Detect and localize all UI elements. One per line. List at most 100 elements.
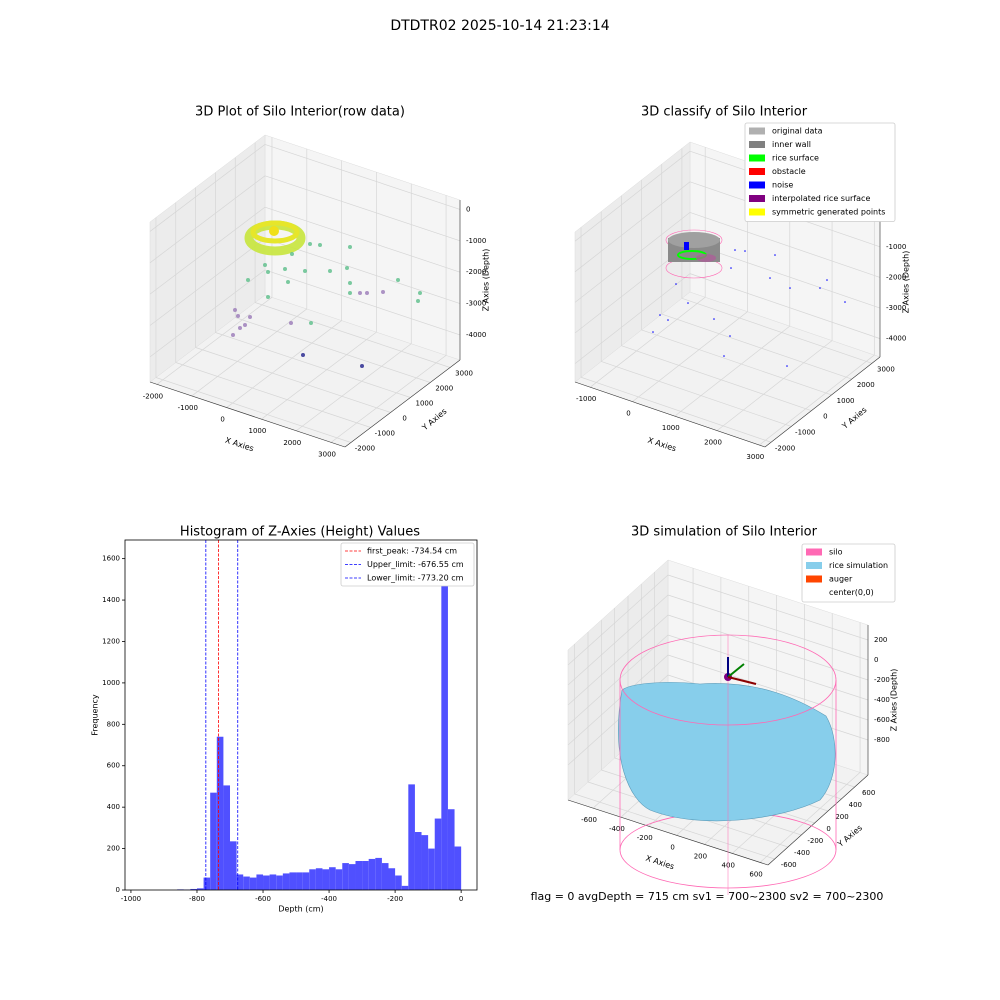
decoration bbox=[309, 321, 313, 325]
decoration bbox=[774, 254, 776, 256]
grid-line bbox=[667, 654, 869, 721]
decoration bbox=[236, 314, 240, 318]
grid-line bbox=[574, 212, 691, 303]
decoration bbox=[250, 220, 300, 244]
x-tick-label: 2000 bbox=[283, 439, 301, 447]
z-tick-label: -200 bbox=[874, 676, 890, 684]
decoration bbox=[308, 242, 312, 246]
x-tick-label: -200 bbox=[387, 895, 403, 903]
grid-line bbox=[621, 345, 812, 412]
grid-line bbox=[667, 574, 869, 641]
y-tick-label: 0 bbox=[823, 413, 827, 421]
legend-label: original data bbox=[772, 127, 823, 136]
legend-label: first_peak: -734.54 cm bbox=[367, 547, 457, 556]
chart-title: 3D simulation of Silo Interior bbox=[631, 525, 818, 540]
bar bbox=[236, 874, 244, 890]
x-tick-label: 3000 bbox=[746, 453, 764, 461]
legend-swatch bbox=[749, 208, 765, 216]
x-tick-label: 1000 bbox=[249, 427, 267, 435]
bar bbox=[348, 864, 356, 890]
grid-line bbox=[641, 329, 832, 396]
grid-line bbox=[601, 361, 792, 427]
y-tick-label: 0 bbox=[402, 415, 406, 423]
y-tick-label: 400 bbox=[849, 801, 862, 809]
legend-swatch bbox=[806, 562, 822, 569]
legend-label: obstacle bbox=[772, 167, 806, 176]
legend-label: center(0,0) bbox=[829, 588, 874, 597]
decoration bbox=[734, 249, 736, 251]
y-tick-label: 1000 bbox=[837, 397, 855, 405]
bar bbox=[428, 848, 435, 890]
legend-box bbox=[801, 543, 896, 603]
x-tick-label: 200 bbox=[694, 852, 707, 860]
x-tick-label: -1000 bbox=[121, 895, 141, 903]
grid-line bbox=[149, 238, 266, 326]
axis-line bbox=[149, 381, 346, 448]
decoration bbox=[246, 278, 250, 282]
decoration bbox=[266, 295, 270, 299]
decoration bbox=[231, 290, 385, 337]
point-cloud bbox=[652, 229, 846, 367]
decoration bbox=[652, 331, 654, 333]
decoration bbox=[318, 243, 322, 247]
figure-title: DTDTR02 2025-10-14 21:23:14 bbox=[390, 18, 609, 34]
decoration bbox=[727, 663, 745, 678]
grid-line bbox=[674, 325, 790, 417]
point-cloud bbox=[231, 220, 422, 368]
decoration bbox=[266, 270, 270, 274]
decoration bbox=[290, 252, 294, 256]
grid-line bbox=[574, 793, 775, 860]
legend-swatch bbox=[806, 575, 822, 583]
legend-label: auger bbox=[829, 575, 853, 584]
y-tick-label: -2000 bbox=[775, 444, 795, 452]
decoration bbox=[328, 269, 332, 273]
z-tick-label: -4000 bbox=[466, 331, 486, 339]
z-tick-label: -1000 bbox=[466, 237, 486, 245]
decoration bbox=[652, 242, 846, 367]
grid-line bbox=[296, 343, 412, 432]
decoration bbox=[286, 280, 290, 284]
pane bbox=[574, 141, 691, 383]
x-tick-label: -1000 bbox=[576, 395, 596, 403]
y-tick-label: 0 bbox=[826, 825, 830, 833]
bar bbox=[302, 872, 310, 890]
bar bbox=[190, 888, 197, 890]
bar bbox=[375, 857, 382, 890]
axis-line bbox=[567, 799, 769, 866]
bar bbox=[216, 736, 224, 890]
legend-label: rice surface bbox=[772, 154, 819, 163]
bar bbox=[282, 873, 290, 890]
bar bbox=[368, 858, 376, 890]
x-tick-label: -400 bbox=[609, 825, 625, 833]
chart-title: 3D Plot of Silo Interior(row data) bbox=[195, 105, 405, 120]
x-tick-label: -800 bbox=[189, 895, 205, 903]
bar bbox=[210, 792, 217, 890]
decoration bbox=[713, 318, 715, 320]
grid-line bbox=[264, 206, 461, 273]
z-tick-label: -2000 bbox=[466, 268, 486, 276]
bar bbox=[447, 809, 455, 890]
bar bbox=[296, 872, 303, 890]
grid-line bbox=[689, 273, 881, 339]
z-tick-label: -400 bbox=[874, 696, 890, 704]
legend-swatch bbox=[749, 127, 765, 135]
x-axis-label: Depth (cm) bbox=[278, 905, 323, 914]
z-tick-label: -3000 bbox=[886, 304, 906, 312]
x-axis-label: X Axies bbox=[224, 436, 255, 454]
grid-line bbox=[667, 634, 869, 701]
x-tick-label: 0 bbox=[626, 410, 630, 418]
x-tick-label: -400 bbox=[321, 895, 337, 903]
decoration bbox=[789, 287, 791, 289]
decoration bbox=[416, 299, 420, 303]
axis-line bbox=[764, 356, 881, 448]
x-tick-label: 0 bbox=[220, 416, 224, 424]
y-tick-label: -2000 bbox=[355, 445, 375, 453]
legend-box bbox=[340, 542, 475, 587]
decoration bbox=[348, 245, 352, 249]
decoration bbox=[667, 319, 669, 321]
y-tick-label: -1000 bbox=[375, 430, 395, 438]
decoration bbox=[684, 242, 689, 250]
legend-swatch bbox=[806, 548, 822, 556]
bar bbox=[256, 874, 264, 890]
legend-label: silo bbox=[829, 548, 843, 557]
